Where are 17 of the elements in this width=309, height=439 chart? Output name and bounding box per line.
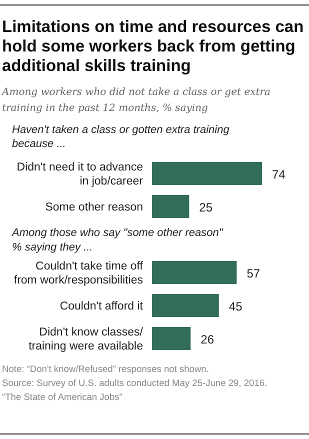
data-label: 25: [199, 200, 213, 214]
text: Among those who say "some other reason" % saying they ...: [11, 227, 224, 254]
y-tick-label: Some other reason: [45, 202, 143, 214]
y-tick-label: Couldn't take time off from work/responsibilities: [14, 260, 144, 286]
chart-title: Limitations on time and resources can hold some workers back from getting additional skills training: [2, 18, 304, 75]
y-tick-label: Didn't know classes/ training were available: [28, 326, 144, 352]
data-label: 57: [246, 266, 260, 280]
data-label: 45: [228, 300, 243, 314]
source-note: Source: Survey of U.S. adults conducted May 25-June 29, 2016.: [2, 378, 268, 388]
text: “The State of American Jobs”: [2, 392, 122, 402]
chart-subtitle: Among workers who did not take a class or get extra training in the past 12 months, % saying: [1, 87, 271, 114]
text: Note: “Don't know/Refused” responses not shown.: [2, 364, 209, 374]
data-label: 26: [200, 332, 214, 346]
y-tick-label: Couldn't afford it: [60, 300, 144, 312]
data-label: 74: [272, 168, 286, 182]
y-tick-label: Didn't need it to advance in job/career: [16, 162, 144, 188]
text: Haven't taken a class or gotten extra training because ...: [12, 124, 230, 150]
